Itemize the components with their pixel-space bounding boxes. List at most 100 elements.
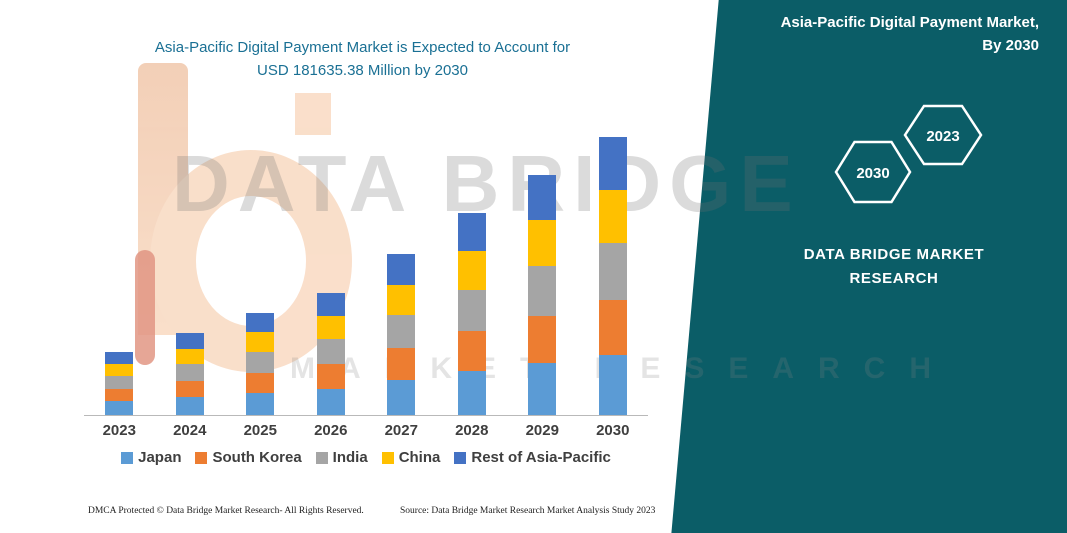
bar-segment-china-2028 — [457, 251, 486, 290]
stacked-bar-2023 — [105, 352, 134, 415]
bar-segment-rest-of-asia-pacific-2023 — [105, 352, 134, 365]
bar-segment-india-2026 — [316, 339, 345, 365]
x-label-cell-2030: 2030 — [578, 422, 649, 439]
x-axis-labels: 2023 2024 2025 2026 2027 2028 2029 2030 — [84, 422, 648, 439]
bar-column-2023 — [84, 137, 155, 415]
legend-swatch-south-korea — [195, 451, 208, 464]
bar-segment-japan-2028 — [457, 371, 486, 415]
legend-swatch-china — [381, 451, 394, 464]
bar-column-2030 — [578, 137, 649, 415]
x-axis-label-2024: 2024 — [173, 422, 207, 439]
x-label-cell-2027: 2027 — [366, 422, 437, 439]
bar-segment-south-korea-2024 — [175, 381, 204, 398]
legend-item-india: India — [315, 449, 368, 466]
year-hexagon-badges: 2023 2030 — [834, 104, 983, 204]
bar-segment-india-2029 — [528, 266, 557, 316]
side-panel — [671, 0, 1067, 533]
x-label-cell-2024: 2024 — [155, 422, 226, 439]
side-panel-title-line1: Asia-Pacific Digital Payment Market, — [780, 14, 1039, 31]
logo-red-accent-shape — [135, 250, 155, 365]
legend-swatch-india — [315, 451, 328, 464]
source-note: Source: Data Bridge Market Research Mark… — [400, 506, 656, 516]
bar-segment-china-2027 — [387, 284, 416, 316]
legend-swatch-rest-of-asia-pacific — [454, 451, 467, 464]
legend-label-japan: Japan — [138, 449, 182, 466]
bar-segment-china-2029 — [528, 220, 557, 267]
x-label-cell-2025: 2025 — [225, 422, 296, 439]
bar-segment-india-2028 — [457, 289, 486, 332]
stacked-bar-2027 — [387, 253, 416, 415]
legend-label-india: India — [332, 449, 368, 466]
stacked-bar-2024 — [175, 333, 204, 415]
x-label-cell-2026: 2026 — [296, 422, 367, 439]
x-label-cell-2023: 2023 — [84, 422, 155, 439]
legend-item-south-korea: South Korea — [195, 449, 302, 466]
x-axis-label-2027: 2027 — [384, 422, 418, 439]
legend-label-china: China — [398, 449, 441, 466]
bar-segment-rest-of-asia-pacific-2028 — [457, 212, 486, 252]
bar-segment-japan-2023 — [105, 401, 134, 415]
bar-column-2028 — [437, 137, 508, 415]
bar-segment-south-korea-2027 — [387, 348, 416, 381]
bar-column-2024 — [155, 137, 226, 415]
x-axis-line — [84, 415, 648, 416]
bar-segment-south-korea-2026 — [316, 364, 345, 389]
bar-column-2029 — [507, 137, 578, 415]
stacked-bar-2030 — [598, 137, 627, 415]
plot-area — [84, 137, 648, 415]
hexagon-2030-label: 2030 — [856, 165, 889, 182]
bar-segment-china-2026 — [316, 316, 345, 340]
brand-line1: DATA BRIDGE MARKET — [803, 246, 985, 263]
x-label-cell-2029: 2029 — [507, 422, 578, 439]
bar-segment-rest-of-asia-pacific-2029 — [528, 174, 557, 221]
chart-title-line1: Asia-Pacific Digital Payment Market is E… — [154, 39, 571, 56]
stacked-bar-chart: 2023 2024 2025 2026 2027 2028 2029 2030 Japan So… — [84, 137, 648, 466]
bar-segment-south-korea-2028 — [457, 331, 486, 372]
hexagon-2030 — [834, 140, 912, 204]
bar-segment-rest-of-asia-pacific-2024 — [175, 333, 204, 349]
side-panel-title-line2: By 2030 — [982, 36, 1039, 54]
chart-legend: Japan South Korea India China Rest of Asia-P… — [84, 449, 648, 466]
logo-block-shape — [295, 93, 331, 135]
x-axis-label-2025: 2025 — [243, 422, 277, 439]
bar-segment-rest-of-asia-pacific-2027 — [387, 253, 416, 285]
brand-text: DATA BRIDGE MARKET RESEARCH — [779, 243, 1009, 291]
chart-title-line2: USD 181635.38 Million by 2030 — [257, 62, 468, 80]
x-axis-label-2029: 2029 — [525, 422, 559, 439]
stacked-bar-2025 — [246, 312, 275, 415]
chart-title: Asia-Pacific Digital Payment Market is E… — [60, 36, 665, 83]
bar-segment-japan-2026 — [316, 388, 345, 415]
bar-segment-india-2023 — [105, 376, 134, 389]
brand-line2: RESEARCH — [849, 270, 939, 287]
bar-segment-india-2027 — [387, 315, 416, 349]
bar-segment-rest-of-asia-pacific-2026 — [316, 292, 345, 317]
bar-segment-south-korea-2023 — [105, 388, 134, 402]
legend-label-rest-of-asia-pacific: Rest of Asia-Pacific — [471, 449, 611, 466]
bar-column-2025 — [225, 137, 296, 415]
side-panel-title: Asia-Pacific Digital Payment Market, By … — [709, 12, 1039, 57]
bar-segment-rest-of-asia-pacific-2030 — [598, 137, 627, 190]
bar-segment-japan-2029 — [528, 363, 557, 415]
x-label-cell-2028: 2028 — [437, 422, 508, 439]
bar-segment-india-2030 — [598, 243, 627, 300]
x-axis-label-2023: 2023 — [102, 422, 136, 439]
bar-segment-china-2030 — [598, 189, 627, 243]
legend-item-rest-of-asia-pacific: Rest of Asia-Pacific — [454, 449, 611, 466]
bar-segment-rest-of-asia-pacific-2025 — [246, 312, 275, 333]
bar-segment-india-2025 — [246, 351, 275, 373]
legend-swatch-japan — [121, 451, 134, 464]
x-axis-label-2028: 2028 — [455, 422, 489, 439]
bar-segment-china-2023 — [105, 364, 134, 377]
bar-column-2026 — [296, 137, 367, 415]
bar-segment-india-2024 — [175, 364, 204, 382]
dmca-notice: DMCA Protected © Data Bridge Market Rese… — [88, 506, 364, 516]
bar-segment-south-korea-2025 — [246, 372, 275, 393]
legend-item-china: China — [381, 449, 441, 466]
stacked-bar-2026 — [316, 292, 345, 415]
x-axis-label-2030: 2030 — [596, 422, 630, 439]
bar-segment-south-korea-2030 — [598, 300, 627, 355]
bar-segment-china-2025 — [246, 332, 275, 352]
bar-segment-japan-2027 — [387, 380, 416, 415]
stacked-bar-2028 — [457, 212, 486, 415]
hexagon-2023 — [903, 104, 983, 166]
